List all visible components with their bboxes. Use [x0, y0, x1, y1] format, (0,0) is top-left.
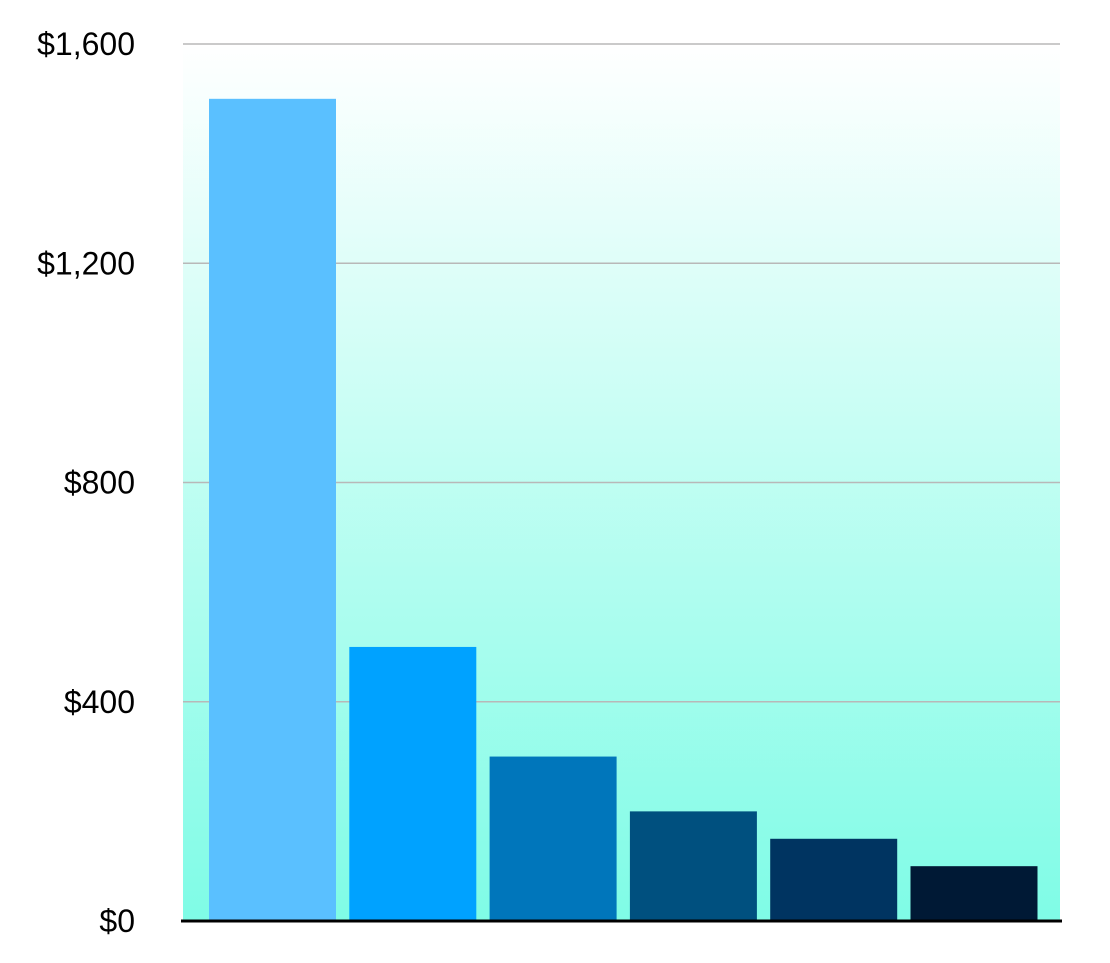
bar-5 — [770, 838, 898, 921]
y-tick-label: $0 — [99, 903, 135, 939]
bar-4 — [629, 811, 757, 921]
bar-6 — [910, 866, 1038, 921]
bar-2 — [349, 646, 477, 921]
y-tick-label: $1,600 — [37, 26, 135, 62]
y-tick-label: $1,200 — [37, 245, 135, 281]
bar-1 — [209, 98, 336, 921]
bar-3 — [489, 756, 617, 921]
y-tick-label: $400 — [64, 684, 135, 720]
y-tick-label: $800 — [64, 465, 135, 501]
